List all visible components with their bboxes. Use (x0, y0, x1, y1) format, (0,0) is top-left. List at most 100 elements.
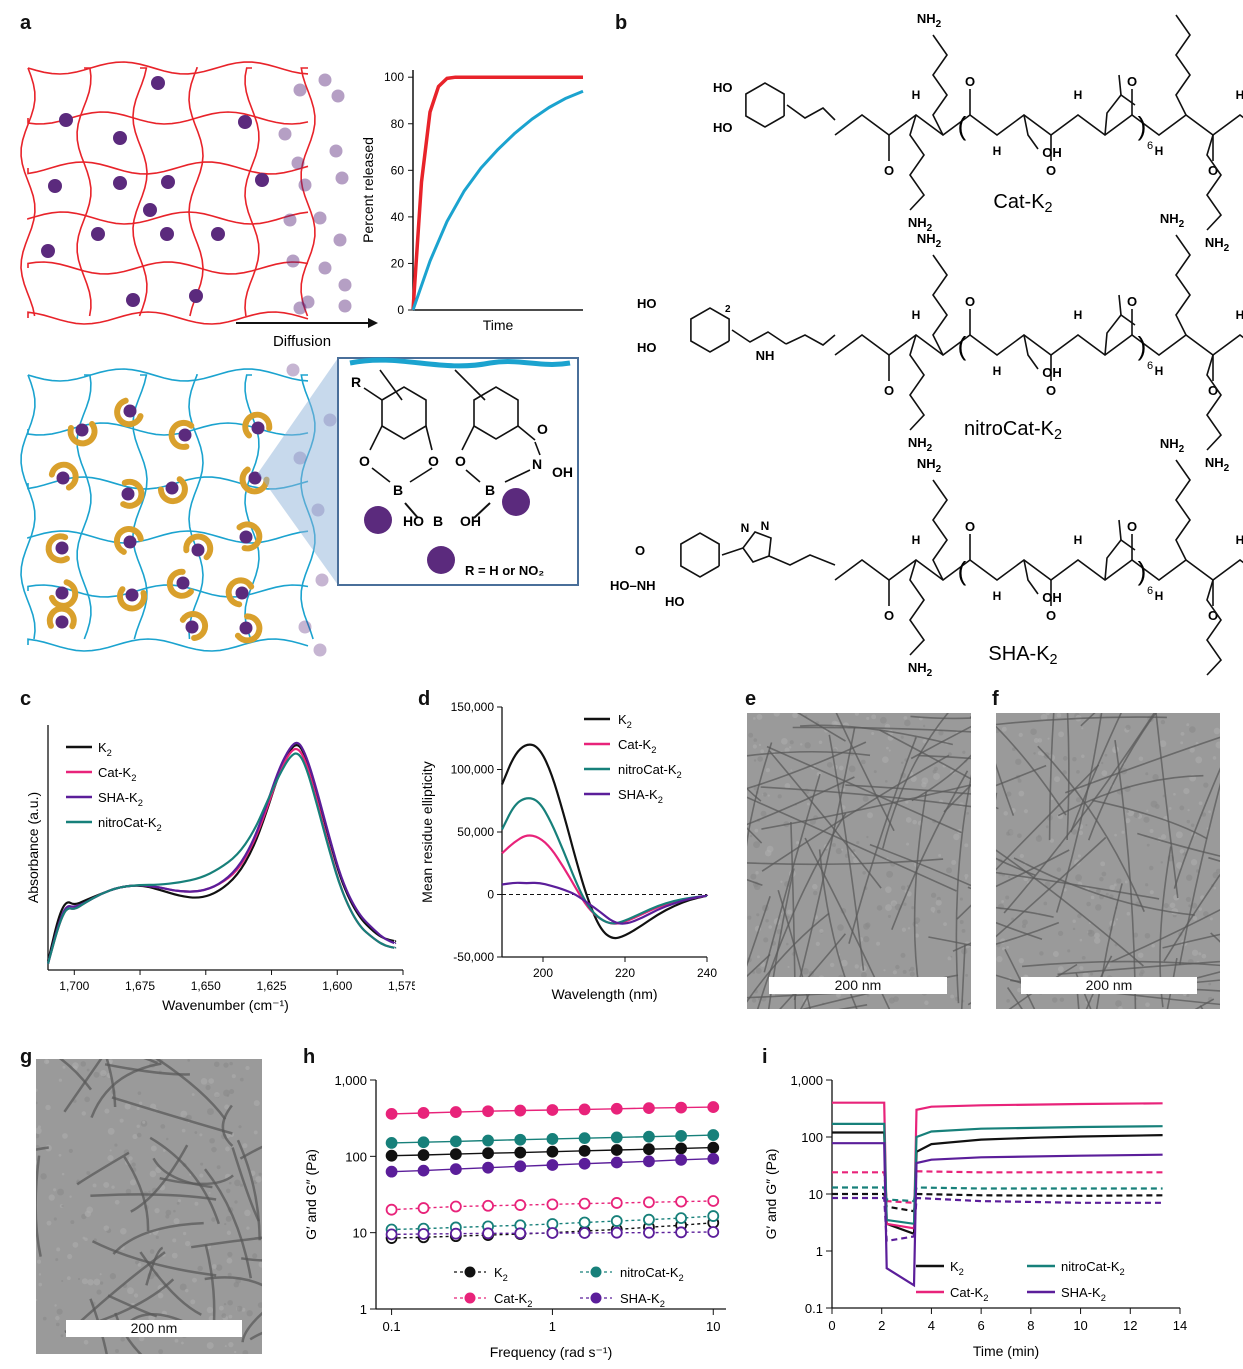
tem-noise (150, 1103, 157, 1110)
tem-noise (1015, 758, 1022, 765)
tem-noise (1018, 790, 1025, 797)
fibril (955, 774, 971, 1004)
released-particle (318, 73, 332, 87)
tem-noise (1206, 827, 1209, 830)
data-point-Cat-K2 G″ (578, 1197, 591, 1210)
network-strand (27, 311, 309, 325)
h-label: H (1236, 533, 1243, 547)
fibril (1137, 832, 1220, 857)
tem-noise (1059, 997, 1065, 1002)
tem-noise (1045, 825, 1049, 829)
tem-noise (67, 1253, 73, 1260)
released-particle (313, 211, 327, 225)
tem-noise (148, 1190, 151, 1194)
h-label: H (1074, 308, 1083, 322)
tem-noise (205, 1084, 211, 1091)
tem-noise (1072, 919, 1076, 923)
fibril (793, 727, 856, 1001)
y-tick-label: 10 (353, 1226, 367, 1241)
tem-noise (124, 1103, 131, 1110)
tem-noise (1180, 741, 1184, 745)
inset-ho: HO (403, 513, 424, 529)
fibril (1162, 933, 1220, 949)
tem-noise (1185, 896, 1191, 903)
tem-noise (215, 1264, 223, 1271)
tem-noise (886, 746, 889, 750)
tem-noise (1198, 801, 1203, 806)
tem-noise (1035, 835, 1043, 842)
tem-noise (224, 1104, 230, 1110)
tem-noise (194, 1131, 198, 1134)
tem-noise (228, 1181, 232, 1185)
fibril (1173, 767, 1220, 889)
tem-noise (179, 1283, 187, 1291)
tem-noise (172, 1238, 177, 1243)
tem-noise (200, 1078, 208, 1085)
tem-noise (226, 1257, 233, 1264)
x-tick-label: 240 (697, 966, 717, 980)
nh2-label: NH2 (917, 231, 942, 250)
fibril (747, 896, 771, 967)
tem-image-g: 200 nm (36, 1059, 262, 1354)
red-hydrogel-network (20, 61, 316, 325)
repeat-count: 6 (1147, 585, 1153, 597)
tem-noise (218, 1305, 224, 1311)
bound-particle (176, 576, 190, 590)
data-point-SHA-K2 G″ (417, 1228, 430, 1240)
binder-crescent (242, 411, 273, 439)
tem-noise (964, 873, 969, 878)
payload-particle (113, 131, 127, 145)
tem-noise (162, 1149, 166, 1152)
tem-noise (73, 1099, 77, 1103)
tem-noise (1114, 833, 1117, 837)
payload-particle (59, 113, 73, 127)
tem-noise (884, 780, 888, 783)
tem-noise (92, 1183, 97, 1188)
tem-noise (58, 1078, 62, 1082)
fibril (747, 776, 855, 826)
fibril (996, 725, 1067, 816)
tem-noise (238, 1125, 242, 1129)
tem-noise (246, 1310, 253, 1317)
tem-noise (233, 1281, 240, 1288)
tem-noise (763, 937, 769, 943)
fibril (76, 1151, 130, 1186)
data-point-K2 G′ (578, 1144, 591, 1157)
x-tick-label: 200 (533, 966, 553, 980)
tem-noise (86, 1171, 91, 1175)
inset-oh-free: OH (460, 513, 481, 529)
tem-noise (788, 746, 792, 749)
tem-noise (253, 1130, 258, 1135)
linker (786, 104, 836, 121)
tem-noise (1115, 1000, 1122, 1007)
tem-noise (181, 1128, 186, 1133)
fibril (149, 1136, 220, 1225)
y-tick-label: 1,000 (334, 1073, 367, 1088)
fibril (790, 821, 797, 1009)
oh-label: OH (1042, 145, 1062, 160)
tem-noise (1012, 747, 1016, 752)
h-label: H (1236, 308, 1243, 322)
fibril (130, 1144, 189, 1213)
tem-noise (1143, 816, 1150, 823)
tem-noise (1145, 883, 1149, 887)
legend-label: SHA-K2 (618, 787, 663, 805)
tem-noise (826, 761, 833, 768)
tem-noise (149, 1232, 152, 1235)
tem-noise (1099, 876, 1104, 882)
tem-noise (1079, 966, 1084, 971)
h-label: H (1155, 144, 1164, 158)
data-point-SHA-K2 G″ (514, 1227, 527, 1240)
fibril (996, 921, 1043, 941)
inset-oh: OH (552, 464, 573, 480)
tem-noise (81, 1278, 88, 1285)
nh2-label: NH2 (908, 435, 933, 454)
data-point-K2 G′ (643, 1143, 655, 1156)
tem-noise (213, 1061, 220, 1068)
binder-crescent (46, 605, 77, 630)
binder-crescent (183, 533, 214, 561)
tem-noise (887, 914, 891, 918)
tem-noise (200, 1162, 204, 1166)
tem-noise (784, 747, 790, 753)
tem-noise (1121, 830, 1125, 834)
